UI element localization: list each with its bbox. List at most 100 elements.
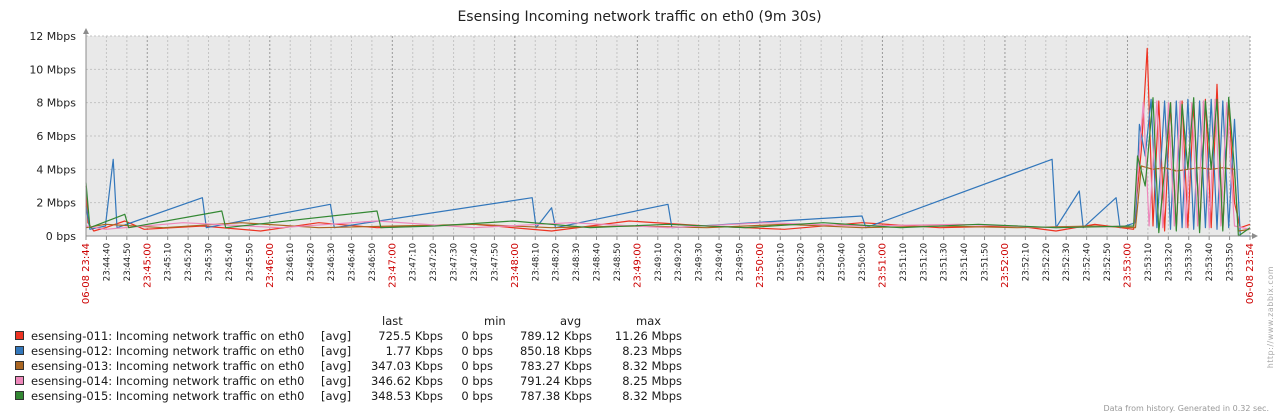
legend-aggregation: [avg] xyxy=(321,329,352,343)
x-tick-label: 23:50:10 xyxy=(776,243,786,281)
legend-swatch xyxy=(15,391,24,400)
chart-canvas: 0 bps 2 Mbps 4 Mbps 6 Mbps 8 Mbps 10 Mbps 12 M… xyxy=(29,28,1258,304)
x-tick-label: 23:53:20 xyxy=(1164,243,1174,281)
legend-series-name: esensing-012: Incoming network traffic o… xyxy=(31,344,305,358)
y-axis-arrow xyxy=(83,28,89,34)
legend-last: 346.62 Kbps xyxy=(370,374,443,388)
x-tick-label: 23:53:50 xyxy=(1226,243,1236,281)
legend-min: 0 bps xyxy=(461,329,493,343)
legend-swatch xyxy=(15,361,24,370)
legend-aggregation: [avg] xyxy=(321,374,352,388)
x-tick-label: 23:48:50 xyxy=(613,243,623,281)
x-tick-label: 23:52:20 xyxy=(1042,243,1052,281)
legend-header-avg: avg xyxy=(560,314,582,328)
x-tick-label: 23:49:40 xyxy=(715,243,725,281)
x-tick-label: 23:52:30 xyxy=(1062,243,1072,281)
x-tick-label: 23:49:50 xyxy=(735,243,745,281)
y-tick-label: 4 Mbps xyxy=(36,163,76,176)
legend-avg: 787.38 Kbps xyxy=(519,389,592,403)
y-tick-label: 8 Mbps xyxy=(36,97,76,110)
x-tick-label: 23:52:10 xyxy=(1021,243,1031,281)
x-tick-label: 23:47:30 xyxy=(450,243,460,281)
legend-avg: 850.18 Kbps xyxy=(519,344,592,358)
y-tick-label: 12 Mbps xyxy=(29,30,76,43)
x-tick-label: 23:50:30 xyxy=(817,243,827,281)
y-tick-label: 6 Mbps xyxy=(36,130,76,143)
legend-aggregation: [avg] xyxy=(321,359,352,373)
legend-swatch xyxy=(15,346,24,355)
legend-avg: 791.24 Kbps xyxy=(519,374,592,388)
x-tick-label: 23:45:00 xyxy=(142,243,153,288)
legend-max: 8.32 Mbps xyxy=(622,359,682,373)
x-tick-label: 23:50:00 xyxy=(755,243,766,288)
plot-area: 0 bps 2 Mbps 4 Mbps 6 Mbps 8 Mbps 10 Mbps 12 M… xyxy=(29,28,1258,304)
x-tick-label: 23:47:50 xyxy=(490,243,500,281)
x-tick-label: 23:45:50 xyxy=(245,243,255,281)
x-tick-label: 23:47:40 xyxy=(470,243,480,281)
legend-last: 348.53 Kbps xyxy=(370,389,443,403)
legend-avg: 783.27 Kbps xyxy=(519,359,592,373)
legend-series-name: esensing-015: Incoming network traffic o… xyxy=(31,389,305,403)
series-line xyxy=(85,98,1250,237)
x-tick-label: 23:49:20 xyxy=(674,243,684,281)
x-tick-label: 23:47:00 xyxy=(387,243,398,288)
x-tick-label: 23:53:10 xyxy=(1144,243,1154,281)
legend-series-name: esensing-011: Incoming network traffic o… xyxy=(31,329,305,343)
generation-footer: Data from history. Generated in 0.32 sec… xyxy=(1103,404,1269,413)
legend-swatch xyxy=(15,376,24,385)
legend-max: 8.25 Mbps xyxy=(622,374,682,388)
x-tick-label: 23:50:50 xyxy=(858,243,868,281)
x-tick-label: 23:52:50 xyxy=(1103,243,1113,281)
x-tick-label: 23:48:00 xyxy=(510,243,521,288)
series-line xyxy=(85,47,1251,232)
x-tick-label: 23:48:30 xyxy=(572,243,582,281)
legend-series-name: esensing-014: Incoming network traffic o… xyxy=(31,374,305,388)
legend-avg: 789.12 Kbps xyxy=(519,329,592,343)
legend-last: 1.77 Kbps xyxy=(385,344,443,358)
x-tick-label: 06-08 23:54 xyxy=(1245,243,1256,304)
legend-series-name: esensing-013: Incoming network traffic o… xyxy=(31,359,305,373)
series-line xyxy=(85,165,1251,232)
x-tick-label: 23:52:40 xyxy=(1083,243,1093,281)
x-tick-label: 23:44:50 xyxy=(123,243,133,281)
legend-min: 0 bps xyxy=(461,389,493,403)
x-tick-label: 23:44:40 xyxy=(102,243,112,281)
x-tick-label: 23:50:20 xyxy=(797,243,807,281)
x-tick-label: 23:53:00 xyxy=(1122,243,1133,288)
x-tick-label: 23:51:10 xyxy=(899,243,909,281)
x-tick-label: 23:46:20 xyxy=(307,243,317,281)
x-tick-label: 23:46:40 xyxy=(347,243,357,281)
series-line xyxy=(85,96,1251,237)
x-tick-label: 23:49:00 xyxy=(632,243,643,288)
series-line xyxy=(85,98,1251,230)
x-tick-label: 23:46:10 xyxy=(286,243,296,281)
y-tick-label: 10 Mbps xyxy=(29,63,76,76)
y-tick-label: 2 Mbps xyxy=(36,197,76,210)
legend-header-max: max xyxy=(636,314,662,328)
x-tick-label: 23:46:50 xyxy=(368,243,378,281)
x-tick-label: 23:48:40 xyxy=(593,243,603,281)
zabbix-credit: http://www.zabbix.com xyxy=(1266,266,1275,369)
x-tick-label: 23:47:10 xyxy=(409,243,419,281)
x-tick-label: 23:52:00 xyxy=(1000,243,1011,288)
x-tick-label: 23:49:10 xyxy=(654,243,664,281)
legend-max: 8.32 Mbps xyxy=(622,389,682,403)
x-axis-arrow xyxy=(1252,233,1258,239)
x-tick-label: 23:53:30 xyxy=(1185,243,1195,281)
x-tick-label: 23:51:40 xyxy=(960,243,970,281)
x-tick-label: 23:51:20 xyxy=(919,243,929,281)
legend-max: 11.26 Mbps xyxy=(614,329,682,343)
x-tick-label: 23:48:10 xyxy=(531,243,541,281)
x-tick-label: 23:48:20 xyxy=(552,243,562,281)
x-tick-label: 23:46:00 xyxy=(265,243,276,288)
legend-last: 725.5 Kbps xyxy=(378,329,443,343)
x-tick-label: 23:45:20 xyxy=(184,243,194,281)
legend-aggregation: [avg] xyxy=(321,344,352,358)
x-tick-label: 23:45:40 xyxy=(225,243,235,281)
x-tick-label: 23:45:30 xyxy=(205,243,215,281)
chart-title: Esensing Incoming network traffic on eth… xyxy=(457,9,822,25)
x-tick-label: 06-08 23:44 xyxy=(81,243,92,304)
x-tick-label: 23:47:20 xyxy=(429,243,439,281)
legend-header-last: last xyxy=(382,314,403,328)
x-tick-label: 23:51:30 xyxy=(940,243,950,281)
